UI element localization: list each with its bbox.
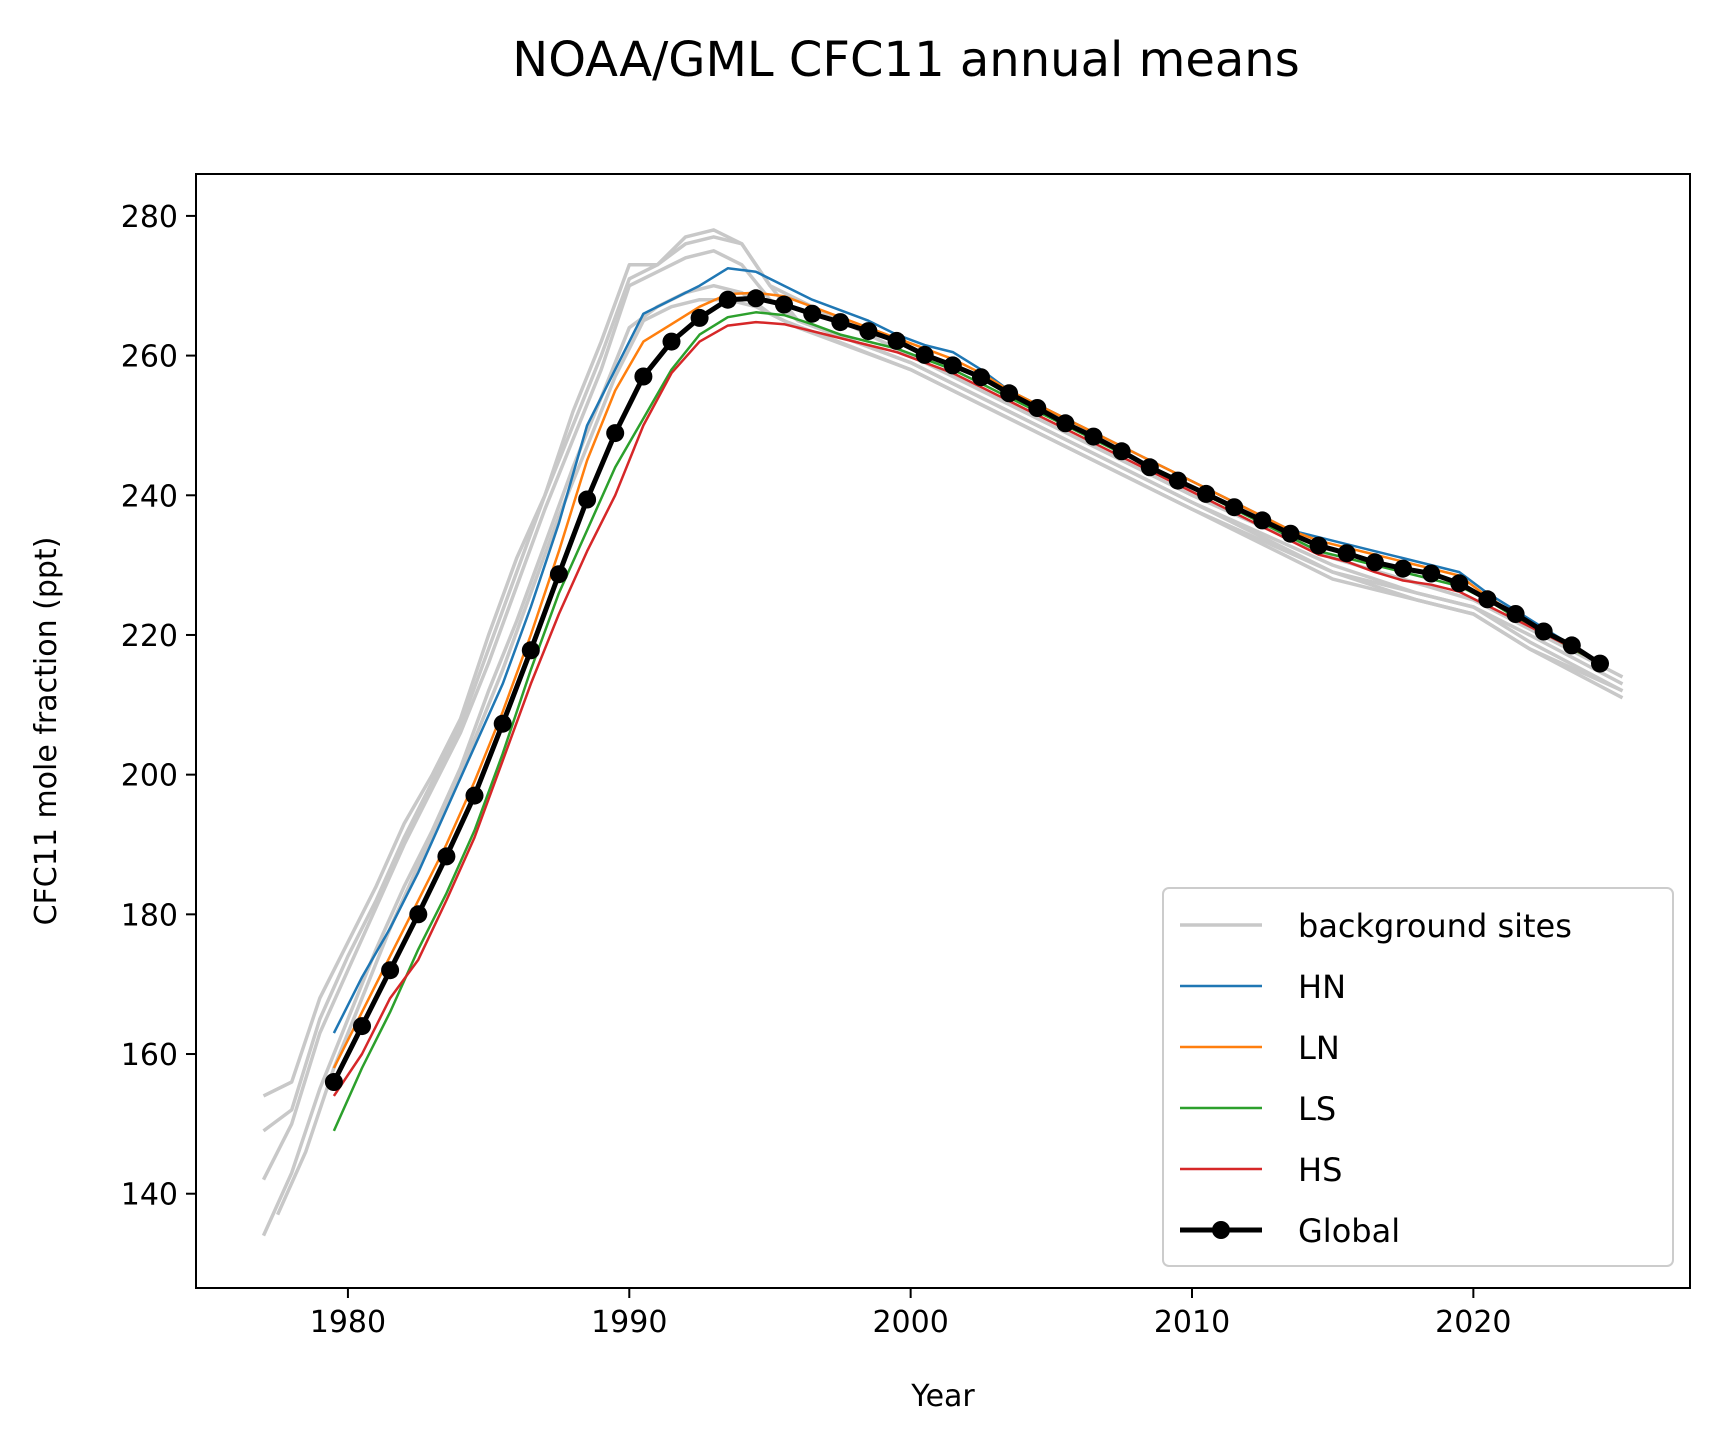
- global-point: [1281, 524, 1300, 543]
- global-point: [1028, 399, 1047, 417]
- global-point: [353, 1017, 371, 1036]
- x-tick-label: 1980: [310, 1305, 386, 1340]
- global-point: [775, 295, 793, 314]
- global-point: [1056, 414, 1075, 433]
- global-point: [437, 847, 456, 866]
- background-site-line-3: [261, 283, 1624, 1237]
- global-point: [409, 905, 428, 924]
- x-axis: 1980 1990 2000 2010 2020: [310, 1288, 1512, 1340]
- global-point: [1000, 384, 1019, 403]
- series-line-hs: [332, 320, 1601, 1097]
- global-point: [578, 490, 597, 509]
- global-point: [1534, 622, 1553, 641]
- background-site-line-1: [262, 228, 1624, 1098]
- global-point: [859, 322, 878, 341]
- y-tick-label: 160: [121, 1038, 178, 1073]
- global-point: [465, 786, 484, 805]
- legend-label: LS: [1298, 1090, 1336, 1128]
- global-point: [1253, 511, 1272, 530]
- global-point: [1450, 574, 1469, 593]
- legend-label: background sites: [1298, 907, 1572, 945]
- global-point: [1112, 442, 1131, 461]
- global-point: [1394, 559, 1412, 578]
- global-point: [1422, 564, 1441, 583]
- y-tick-label: 180: [121, 898, 178, 933]
- global-point: [887, 331, 906, 350]
- x-tick-label: 2010: [1154, 1305, 1230, 1340]
- global-point: [606, 424, 625, 443]
- global-point: [690, 308, 709, 327]
- global-point: [1591, 654, 1609, 673]
- x-axis-label: Year: [910, 1379, 975, 1414]
- global-point: [1309, 536, 1328, 555]
- global-point: [972, 368, 990, 387]
- global-point: [943, 356, 962, 375]
- global-point: [634, 367, 653, 386]
- global-point: [521, 641, 540, 660]
- global-point: [549, 565, 568, 584]
- global-point: [1506, 605, 1525, 623]
- y-tick-label: 200: [121, 759, 178, 794]
- global-point: [915, 345, 934, 364]
- chart-title: NOAA/GML CFC11 annual means: [512, 32, 1299, 88]
- global-point: [1168, 471, 1187, 490]
- global-point: [1197, 484, 1216, 503]
- series-line-global: [331, 295, 1602, 1084]
- global-point: [1365, 553, 1384, 572]
- plot-frame: [195, 173, 1691, 1289]
- global-point: [1084, 427, 1103, 446]
- global-point: [381, 961, 400, 980]
- y-tick-label: 240: [121, 479, 178, 514]
- legend: background sites HN LN LS HS Global: [1162, 887, 1674, 1267]
- global-point: [1140, 458, 1159, 477]
- series-line-ln: [332, 291, 1601, 1069]
- global-point: [1562, 636, 1581, 655]
- global-point: [1225, 498, 1244, 517]
- legend-label: LN: [1298, 1029, 1340, 1067]
- background-site-line-5: [262, 235, 1624, 1133]
- global-point: [831, 313, 850, 332]
- x-tick-label: 1990: [591, 1305, 667, 1340]
- series-line-hn: [332, 267, 1601, 1034]
- legend-label: HN: [1298, 968, 1346, 1006]
- y-axis-label: CFC11 mole fraction (ppt): [29, 537, 64, 926]
- global-point: [746, 289, 765, 308]
- global-point: [718, 290, 737, 309]
- global-point: [803, 304, 822, 323]
- y-axis: 140 160 180 200 220 240 260 280: [121, 200, 196, 1213]
- y-tick-label: 220: [121, 619, 178, 654]
- legend-label: Global: [1298, 1212, 1400, 1250]
- x-tick-label: 2020: [1435, 1305, 1511, 1340]
- global-point: [662, 332, 681, 351]
- background-site-line-2: [261, 249, 1624, 1181]
- y-tick-label: 140: [121, 1178, 178, 1213]
- global-point: [324, 1073, 343, 1091]
- global-point: [493, 714, 512, 733]
- legend-box: [1162, 887, 1674, 1267]
- x-tick-label: 2000: [872, 1305, 948, 1340]
- legend-label: HS: [1298, 1151, 1342, 1189]
- global-point: [1337, 544, 1356, 563]
- legend-marker: [1212, 1221, 1230, 1239]
- global-point: [1478, 590, 1497, 609]
- series-line-ls: [332, 311, 1601, 1132]
- y-tick-label: 280: [121, 200, 178, 235]
- y-tick-label: 260: [121, 340, 178, 375]
